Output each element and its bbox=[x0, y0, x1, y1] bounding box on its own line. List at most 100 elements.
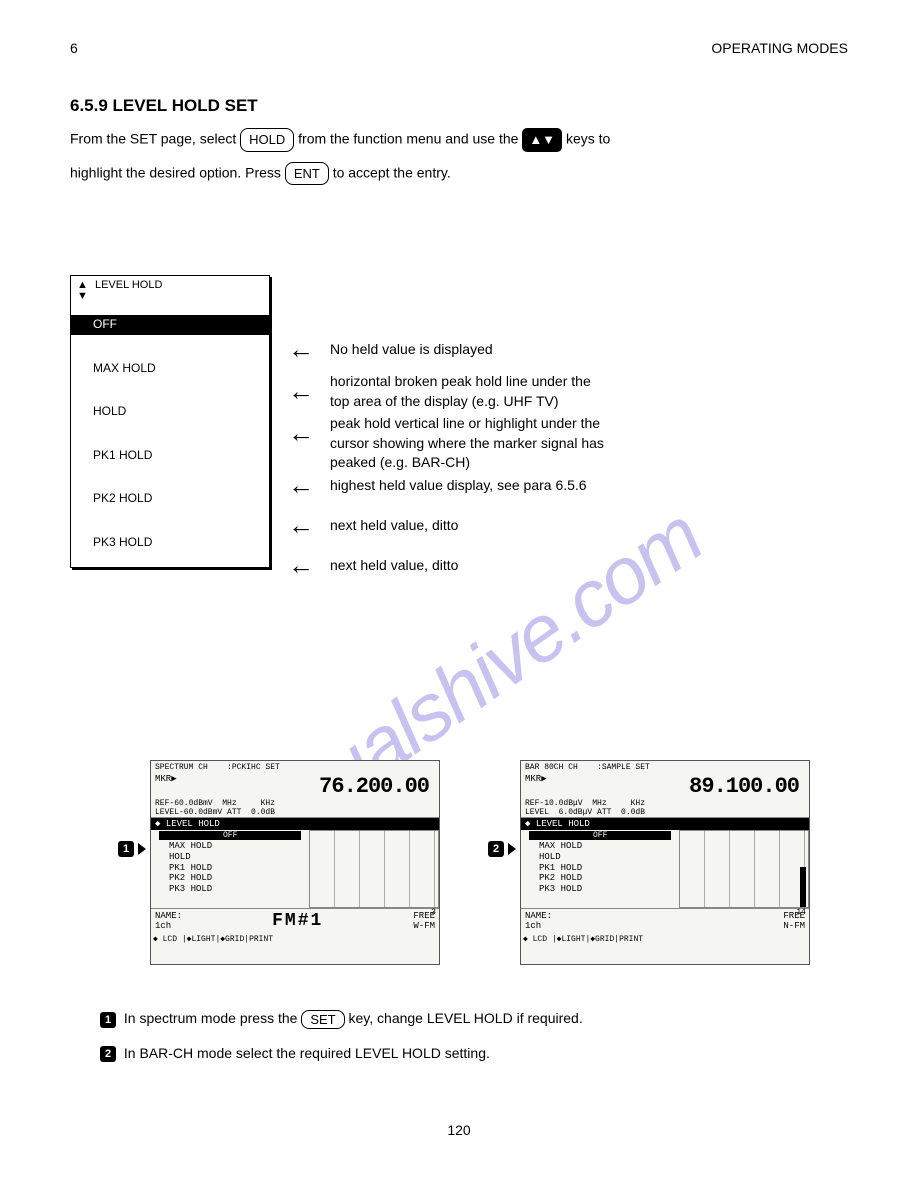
arrow-icon: ← bbox=[288, 376, 314, 407]
lcd2-lvl: LEVEL 6.0dBμV ATT 0.0dB bbox=[521, 808, 809, 818]
lcd2-func: ◆ LCD |◆LIGHT|◆GRID|PRINT bbox=[521, 933, 809, 945]
lcd2-namerow: NAME: 1ch FREE N-FM bbox=[521, 908, 809, 933]
lcd1-wfm: W-FM bbox=[413, 921, 435, 931]
lcd2-item: PK3 HOLD bbox=[523, 884, 677, 895]
lcd1-top: SPECTRUM CH :PCKIHC SET bbox=[151, 761, 439, 774]
menu-header: ▲ LEVEL HOLD ▼ bbox=[71, 276, 269, 305]
menu-title: LEVEL HOLD bbox=[95, 279, 162, 291]
lcd2-freq: 89.100.00 bbox=[547, 774, 805, 799]
annot-max: horizontal broken peak hold line under t… bbox=[330, 372, 591, 411]
foot1-c: key, change LEVEL HOLD if required. bbox=[349, 1010, 583, 1026]
annot-pk3: next held value, ditto bbox=[330, 556, 458, 576]
menu-item-maxhold[interactable]: MAX HOLD bbox=[71, 359, 269, 379]
lcd2-pointer: 2 bbox=[488, 840, 516, 857]
arrow-icon: ← bbox=[288, 470, 314, 501]
page-header: 6 OPERATING MODES bbox=[70, 40, 848, 56]
set-button[interactable]: SET bbox=[301, 1010, 344, 1029]
lcd2-nfm: N-FM bbox=[783, 921, 805, 931]
para1-c: keys to bbox=[566, 130, 610, 146]
lcd1-pointer: 1 bbox=[118, 840, 146, 857]
lcd1-bigname: FM#1 bbox=[272, 911, 323, 931]
foot1-a: In spectrum mode press the bbox=[124, 1010, 298, 1026]
lcd2-menu: OFF MAX HOLD HOLD PK1 HOLD PK2 HOLD PK3 … bbox=[521, 830, 679, 908]
lcd1-lvl: LEVEL-60.0dBmV ATT 0.0dB bbox=[151, 808, 439, 818]
para2-a: highlight the desired option. Press bbox=[70, 164, 281, 180]
lcd2-bar bbox=[800, 867, 806, 907]
up-down-button[interactable]: ▲▼ bbox=[522, 128, 562, 152]
section-title: OPERATING MODES bbox=[711, 40, 848, 56]
lcd2-name-ch: 1ch bbox=[525, 921, 541, 931]
down-icon: ▼ bbox=[77, 290, 263, 302]
lcd2-holdbanner: ◆ LEVEL HOLD bbox=[521, 818, 809, 830]
menu-item-pk1[interactable]: PK1 HOLD bbox=[71, 446, 269, 466]
arrow-icon: ← bbox=[288, 418, 314, 449]
lcd2-name-l: NAME: bbox=[525, 911, 552, 921]
lcd2-tick: 14 bbox=[796, 908, 806, 917]
para-2: highlight the desired option. Press ENT … bbox=[70, 162, 848, 186]
lcd1-item: PK3 HOLD bbox=[153, 884, 307, 895]
annot-max1: horizontal broken peak hold line under t… bbox=[330, 373, 591, 389]
lcd1-menu: OFF MAX HOLD HOLD PK1 HOLD PK2 HOLD PK3 … bbox=[151, 830, 309, 908]
hold-button[interactable]: HOLD bbox=[240, 128, 294, 152]
annot-pk1: highest held value display, see para 6.5… bbox=[330, 476, 587, 496]
lcd1-holdbanner: ◆ LEVEL HOLD bbox=[151, 818, 439, 830]
para1-b: from the function menu and use the bbox=[298, 130, 518, 146]
menu-item-off[interactable]: OFF bbox=[71, 315, 269, 335]
lcd2-item: PK2 HOLD bbox=[523, 873, 677, 884]
menu-item-pk2[interactable]: PK2 HOLD bbox=[71, 489, 269, 509]
annot-hold: peak hold vertical line or highlight und… bbox=[330, 414, 604, 473]
bullet-2: 2 bbox=[488, 841, 504, 857]
lcd1-item: HOLD bbox=[153, 852, 307, 863]
level-hold-menu: ▲ LEVEL HOLD ▼ OFF MAX HOLD HOLD PK1 HOL… bbox=[70, 275, 270, 568]
lcd2-off: OFF bbox=[529, 831, 671, 840]
lcd1-item: PK1 HOLD bbox=[153, 863, 307, 874]
lcd2-mkr: MKR▶ bbox=[525, 774, 547, 799]
arrow-right-icon bbox=[508, 843, 516, 855]
lcd1-freq: 76.200.00 bbox=[177, 774, 435, 799]
lcd1-name-l: NAME: bbox=[155, 911, 182, 921]
page-number: 120 bbox=[70, 1122, 848, 1138]
lcd1-namerow: NAME: 1ch FM#1 FREE W-FM bbox=[151, 908, 439, 933]
foot-1: 1 In spectrum mode press the SET key, ch… bbox=[100, 1010, 820, 1029]
annot-off: No held value is displayed bbox=[330, 340, 493, 360]
lcd1-graph: 3 bbox=[309, 830, 439, 908]
lcd-screen-1: SPECTRUM CH :PCKIHC SET MKR▶ 76.200.00 R… bbox=[150, 760, 440, 965]
ent-button[interactable]: ENT bbox=[285, 162, 329, 186]
annot-hold3: peaked (e.g. BAR-CH) bbox=[330, 454, 470, 470]
lcd2-item: PK1 HOLD bbox=[523, 863, 677, 874]
lcd1-off: OFF bbox=[159, 831, 301, 840]
lcd2-ref: REF-10.0dBμV MHz KHz bbox=[521, 799, 809, 808]
bullet-2b: 2 bbox=[100, 1046, 116, 1062]
foot-2: 2 In BAR-CH mode select the required LEV… bbox=[100, 1045, 820, 1062]
bullet-1: 1 bbox=[118, 841, 134, 857]
foot2-a: In BAR-CH mode select the required LEVEL… bbox=[124, 1045, 490, 1061]
annot-max2: top area of the display (e.g. UHF TV) bbox=[330, 393, 559, 409]
menu-item-hold[interactable]: HOLD bbox=[71, 402, 269, 422]
page: 6 OPERATING MODES 6.5.9 LEVEL HOLD SET F… bbox=[70, 40, 848, 1148]
arrow-icon: ← bbox=[288, 510, 314, 541]
lcd2-graph: 14 bbox=[679, 830, 809, 908]
lcd1-ref: REF-60.0dBmV MHz KHz bbox=[151, 799, 439, 808]
lcd1-func: ◆ LCD |◆LIGHT|◆GRID|PRINT bbox=[151, 933, 439, 945]
arrow-icon: ← bbox=[288, 550, 314, 581]
para-1: From the SET page, select HOLD from the … bbox=[70, 128, 848, 152]
lcd2-item: MAX HOLD bbox=[523, 841, 677, 852]
para1-a: From the SET page, select bbox=[70, 130, 236, 146]
heading: 6.5.9 LEVEL HOLD SET bbox=[70, 96, 848, 116]
bullet-1b: 1 bbox=[100, 1012, 116, 1028]
lcd2-top: BAR 80CH CH :SAMPLE SET bbox=[521, 761, 809, 774]
menu-item-pk3[interactable]: PK3 HOLD bbox=[71, 533, 269, 553]
section-num: 6 bbox=[70, 40, 78, 56]
annot-hold1: peak hold vertical line or highlight und… bbox=[330, 415, 600, 431]
annot-pk2: next held value, ditto bbox=[330, 516, 458, 536]
lcd1-tick: 3 bbox=[431, 908, 436, 917]
annot-hold2: cursor showing where the marker signal h… bbox=[330, 435, 604, 451]
arrow-icon: ← bbox=[288, 334, 314, 365]
lcd1-item: MAX HOLD bbox=[153, 841, 307, 852]
lcd-screen-2: BAR 80CH CH :SAMPLE SET MKR▶ 89.100.00 R… bbox=[520, 760, 810, 965]
lcd1-item: PK2 HOLD bbox=[153, 873, 307, 884]
lcd1-mkr: MKR▶ bbox=[155, 774, 177, 799]
lcd1-name-ch: 1ch bbox=[155, 921, 171, 931]
para2-b: to accept the entry. bbox=[333, 164, 451, 180]
arrow-right-icon bbox=[138, 843, 146, 855]
